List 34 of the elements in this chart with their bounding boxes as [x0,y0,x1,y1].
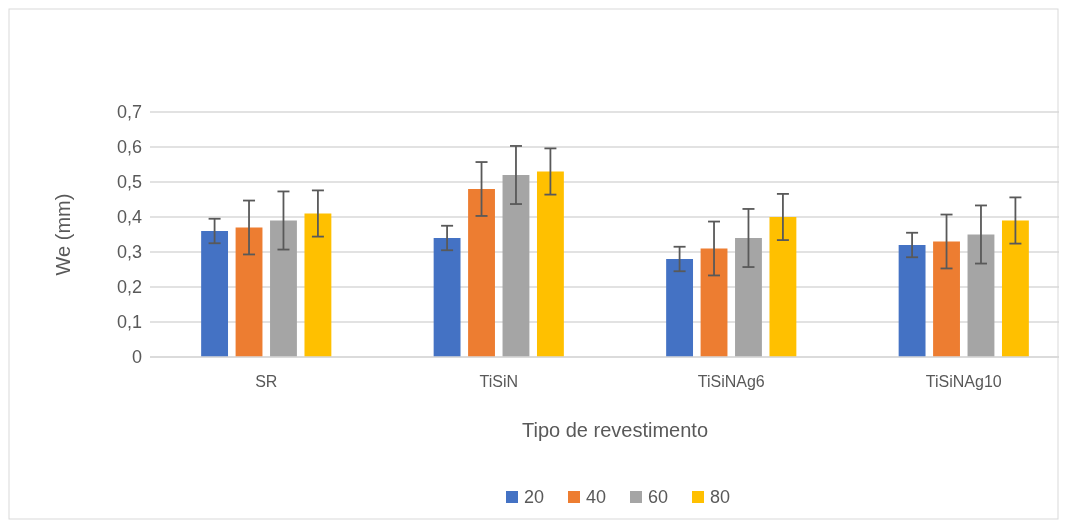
y-tick-label: 0,1 [116,312,142,333]
bar [235,227,263,357]
x-axis-title: Tipo de revestimento [521,419,709,441]
y-tick-label: 0,4 [116,207,142,228]
legend-label: 80 [710,487,731,508]
y-tick-label: 0,5 [116,172,142,193]
x-tick-label: TiSiNAg10 [925,373,1002,390]
x-tick-label: SR [255,373,278,390]
bar [468,189,495,357]
legend-label: 40 [586,487,607,508]
y-tick-label: 0,2 [116,277,142,298]
bar [270,220,297,357]
bar [700,248,728,357]
legend-label: 60 [648,487,669,508]
bar [502,175,530,357]
bar [735,238,762,357]
x-tick-label: TiSiN [479,373,519,390]
y-axis-title: We (mm) [52,193,74,276]
bar [769,217,797,357]
x-tick-label: TiSiNAg6 [697,373,765,390]
legend-label: 20 [524,487,545,508]
bar [433,238,461,357]
y-tick-label: 0,6 [116,137,142,158]
bar [933,241,960,357]
y-tick-label: 0 [131,347,142,368]
bar [536,171,564,357]
y-tick-label: 0,3 [116,242,142,263]
bar [967,234,995,357]
bar [201,231,229,357]
bar [1001,220,1029,357]
bar [304,213,332,357]
bar [666,259,694,357]
bar [898,245,926,357]
y-tick-label: 0,7 [116,102,142,123]
